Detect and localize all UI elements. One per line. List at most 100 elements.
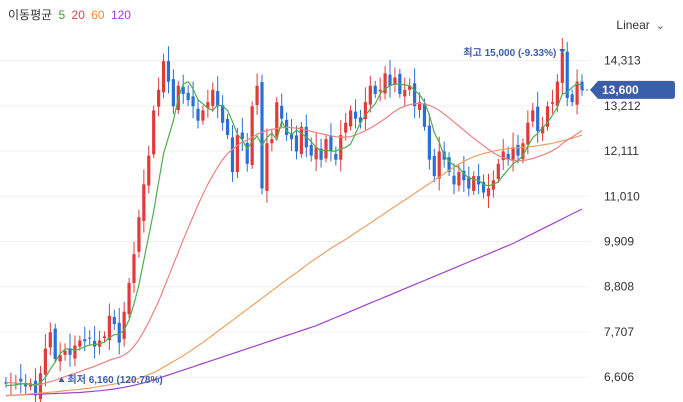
candle-body [545, 106, 550, 127]
ma20-line [5, 102, 583, 386]
candle-body [53, 328, 57, 359]
candle-body [501, 151, 505, 161]
candle-body [112, 317, 116, 325]
candle-body [457, 172, 461, 186]
y-tick-label: 12,111 [604, 144, 639, 158]
candle-body [166, 61, 171, 82]
candle-body [575, 81, 579, 105]
candle-body [427, 125, 431, 160]
candle-body [289, 133, 294, 140]
candle-body [496, 163, 500, 180]
candle-body [196, 108, 200, 121]
candle-body [245, 142, 249, 164]
candle-body [230, 137, 235, 173]
candle-body [422, 103, 427, 127]
candle-body [93, 340, 97, 347]
candle-body [265, 143, 269, 191]
candle-body [550, 102, 555, 104]
candle-body [68, 348, 72, 355]
candle-body [565, 51, 569, 99]
candle-body [33, 380, 38, 396]
candle-body [48, 332, 52, 348]
candle-body [526, 122, 530, 145]
y-tick-label: 6,606 [604, 370, 634, 384]
high-note: 최고 15,000 (-9.33%) [463, 46, 556, 59]
candle-body [349, 110, 353, 127]
ma120-line [5, 208, 583, 397]
candle-body [225, 119, 230, 136]
candle-body [467, 176, 471, 189]
candle-body [216, 91, 220, 107]
candle-body [531, 110, 535, 122]
legend-ma5: 5 [58, 8, 66, 22]
candle-body [417, 102, 422, 110]
candle-body [334, 153, 338, 160]
low-note: 최저 6,160 (120.78%) [68, 373, 163, 386]
candle-body [447, 157, 451, 173]
candle-body [378, 89, 382, 92]
candle-body [201, 110, 205, 121]
legend-title: 이동평균 [8, 8, 53, 22]
candle-body [161, 61, 166, 93]
candle-body [171, 79, 175, 107]
candle-body [299, 126, 303, 154]
candle-body [324, 139, 328, 159]
candle-body [560, 52, 564, 83]
candle-body [580, 81, 584, 90]
candle-body [270, 139, 274, 144]
candle-body [339, 135, 343, 160]
candle-body [211, 89, 215, 106]
candle-body [63, 350, 67, 355]
candle-body [240, 132, 244, 140]
candle-body [127, 282, 131, 315]
candle-body [491, 180, 495, 190]
y-tick-label: 7,707 [604, 325, 634, 339]
candle-body [462, 170, 466, 181]
candle-body [452, 175, 456, 185]
candle-body [358, 117, 363, 123]
candle-body [83, 339, 87, 342]
y-tick-label: 8,808 [604, 280, 634, 294]
candle-body [511, 147, 515, 160]
candle-body [19, 378, 23, 382]
candle-body [260, 82, 264, 189]
ma60-line [5, 134, 583, 397]
candle-body [516, 144, 520, 156]
candle-body [137, 217, 141, 252]
current-price-label: 13,600 [602, 83, 639, 97]
candle-body [294, 135, 299, 152]
candle-body [344, 122, 348, 133]
candle-body [506, 153, 510, 160]
ma-legend: 이동평균 5 20 60 120 [8, 6, 134, 23]
chevron-down-icon: ⌄ [655, 19, 665, 32]
candle-body [363, 102, 367, 120]
legend-ma60: 60 [91, 8, 105, 22]
candle-body [43, 348, 47, 375]
candle-body [280, 105, 284, 119]
candle-body [403, 89, 407, 97]
candle-body [309, 144, 313, 156]
candle-body [255, 85, 259, 106]
candle-body [570, 94, 574, 103]
candle-body [102, 336, 107, 339]
high-marker-icon [559, 49, 566, 54]
y-tick-label: 11,010 [604, 189, 640, 203]
candle-body [541, 126, 545, 134]
candle-body [58, 354, 62, 362]
candle-body [408, 85, 412, 90]
candle-body [122, 311, 126, 339]
candle-body [73, 345, 77, 359]
candle-body [117, 322, 121, 343]
candle-body [206, 102, 210, 108]
candle-body [413, 83, 417, 107]
candle-body [191, 96, 195, 107]
candle-body [353, 111, 358, 119]
candle-body [437, 151, 441, 179]
legend-ma20: 20 [71, 8, 85, 22]
candle-body [152, 110, 156, 155]
y-tick-label: 13,212 [604, 99, 641, 113]
candle-body [235, 135, 239, 173]
candle-body [38, 373, 43, 400]
scale-dropdown[interactable]: Linear ⌄ [616, 18, 665, 32]
